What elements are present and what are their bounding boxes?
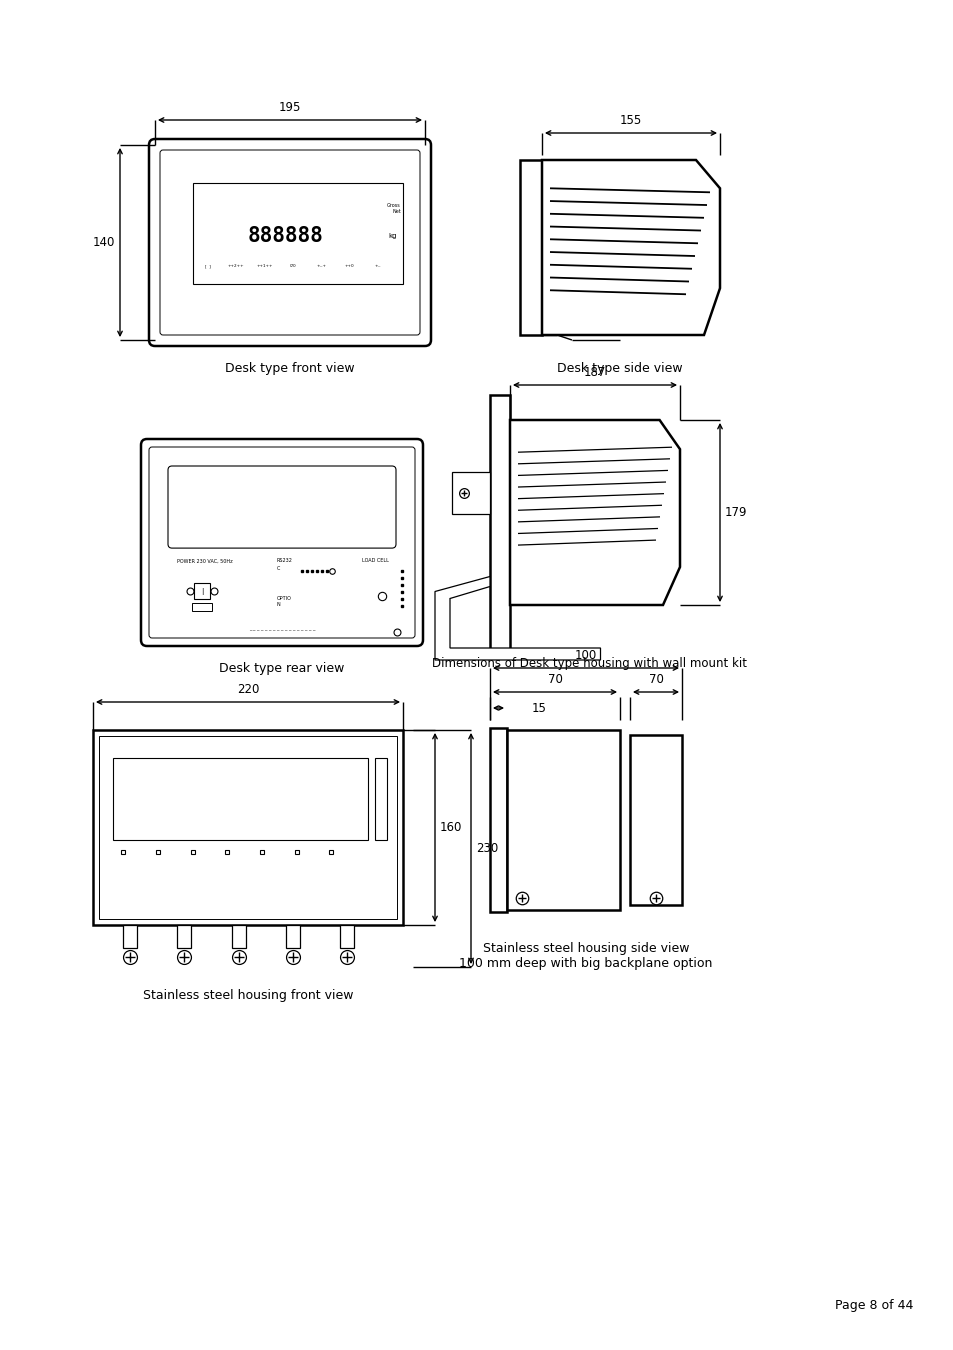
Text: 160: 160	[439, 821, 462, 834]
Bar	[123, 925, 137, 948]
Text: 70: 70	[648, 674, 662, 686]
Bar	[193, 583, 210, 599]
Bar	[99, 736, 396, 919]
Text: 220: 220	[236, 683, 259, 697]
Text: RS232: RS232	[276, 559, 293, 563]
Text: 179: 179	[724, 506, 747, 518]
Text: POWER 230 VAC, 50Hz: POWER 230 VAC, 50Hz	[177, 559, 233, 563]
Bar	[192, 603, 212, 612]
Text: 0/0: 0/0	[289, 265, 295, 269]
FancyBboxPatch shape	[141, 439, 422, 647]
Text: 888888: 888888	[247, 225, 323, 246]
Text: Gross
Net: Gross Net	[387, 202, 400, 213]
FancyBboxPatch shape	[149, 447, 415, 639]
Text: Desk type front view: Desk type front view	[225, 362, 355, 375]
Text: |: |	[200, 587, 203, 595]
Text: 187: 187	[583, 366, 605, 379]
Bar	[519, 161, 541, 335]
Text: Dimensions of Desk type housing with wall mount kit: Dimensions of Desk type housing with wal…	[432, 657, 747, 670]
Text: 140: 140	[92, 236, 115, 248]
Text: Stainless steel housing front view: Stainless steel housing front view	[143, 990, 353, 1002]
Text: 15: 15	[532, 702, 546, 714]
Polygon shape	[452, 472, 490, 514]
FancyBboxPatch shape	[149, 139, 431, 346]
Bar	[375, 757, 387, 840]
Text: OPTIO
N: OPTIO N	[276, 597, 292, 608]
Text: Desk type side view: Desk type side view	[557, 362, 682, 375]
Text: +--: +--	[375, 265, 380, 269]
Text: _ _ _ _ _ _ _ _ _ _ _ _ _ _ _ _ _: _ _ _ _ _ _ _ _ _ _ _ _ _ _ _ _ _	[249, 625, 314, 630]
Text: C: C	[276, 567, 280, 571]
Text: +--+: +--+	[315, 265, 326, 269]
Bar	[112, 757, 368, 840]
Text: 230: 230	[476, 842, 497, 855]
Text: Stainless steel housing side view
100 mm deep with big backplane option: Stainless steel housing side view 100 mm…	[458, 942, 712, 971]
Text: ++2++: ++2++	[228, 265, 244, 269]
Bar	[286, 925, 299, 948]
Bar	[232, 925, 246, 948]
Text: ++1++: ++1++	[256, 265, 273, 269]
Text: Page 8 of 44: Page 8 of 44	[834, 1299, 912, 1311]
FancyBboxPatch shape	[168, 466, 395, 548]
Text: LOAD CELL: LOAD CELL	[361, 559, 389, 563]
Bar	[506, 730, 619, 910]
Text: 155: 155	[619, 113, 641, 127]
Bar	[340, 925, 354, 948]
Polygon shape	[541, 161, 720, 335]
Text: kg: kg	[388, 232, 396, 239]
Text: ++0: ++0	[344, 265, 354, 269]
Text: Desk type rear view: Desk type rear view	[219, 662, 344, 675]
Text: 100: 100	[575, 649, 597, 662]
Polygon shape	[435, 576, 599, 660]
FancyBboxPatch shape	[160, 150, 419, 335]
Bar	[490, 396, 510, 649]
Polygon shape	[510, 420, 679, 605]
Bar	[177, 925, 192, 948]
Bar	[193, 184, 402, 285]
Text: 195: 195	[278, 101, 301, 113]
Text: 70: 70	[547, 674, 562, 686]
Text: [  ]: [ ]	[205, 265, 211, 269]
Bar	[92, 730, 402, 925]
Bar	[629, 734, 681, 905]
Bar	[490, 728, 506, 913]
